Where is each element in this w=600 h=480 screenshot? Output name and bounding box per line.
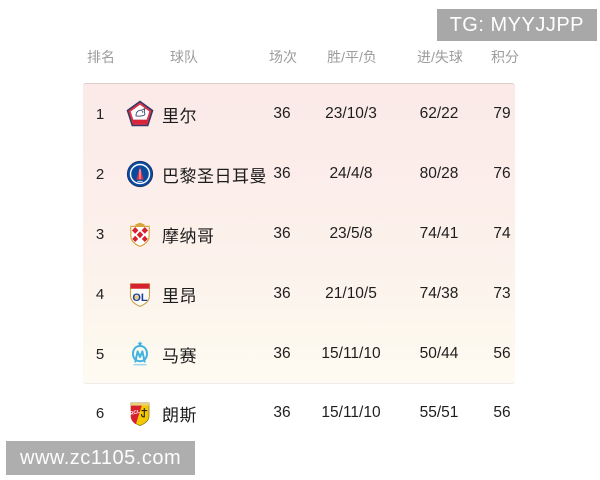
table-row[interactable]: 2 巴黎圣日耳曼 36 24/4/8 80/28 76: [84, 144, 514, 204]
standings-panel: 1 里尔 36 23/10/3 62/22 79 2: [83, 83, 515, 383]
table-row[interactable]: 3 摩纳哥 36 23/5/8 74/41 74: [84, 204, 514, 264]
column-header-goals: 进/失球: [417, 49, 463, 65]
team-cell: RCL 朗斯: [116, 399, 250, 427]
team-cell: 摩纳哥: [116, 220, 250, 248]
played-value: 36: [273, 345, 291, 362]
column-header-wdl: 胜/平/负: [327, 49, 377, 65]
team-cell: OL 里昂: [116, 280, 250, 308]
team-name: 摩纳哥: [162, 226, 215, 246]
rank-value: 1: [95, 105, 105, 123]
lille-crest-icon: [126, 100, 154, 127]
column-header-points: 积分: [491, 49, 519, 65]
lens-crest-icon: RCL: [129, 402, 150, 427]
table-row[interactable]: 5 马赛 36 15/11/10 50/44 56: [84, 324, 514, 384]
column-header-played: 场次: [269, 49, 297, 65]
wdl-value: 23/10/3: [325, 105, 377, 122]
team-name: 巴黎圣日耳曼: [162, 166, 267, 186]
marseille-crest-icon: [131, 341, 149, 366]
team-name: 朗斯: [162, 405, 197, 425]
played-value: 36: [273, 285, 291, 302]
monaco-crest-icon: [130, 222, 150, 248]
lyon-crest-icon: OL: [129, 283, 151, 307]
rank-value: 4: [95, 285, 105, 303]
wdl-value: 24/4/8: [329, 165, 373, 182]
team-name: 里昂: [162, 286, 197, 306]
wdl-value: 15/11/10: [321, 404, 381, 421]
psg-crest-icon: [126, 160, 154, 188]
site-watermark-banner: www.zc1105.com: [6, 441, 196, 475]
team-name: 马赛: [162, 346, 197, 366]
tg-watermark-banner: TG: MYYJJPP: [436, 9, 597, 41]
rank-value: 3: [95, 225, 105, 243]
goals-value: 50/44: [419, 345, 459, 362]
goals-value: 74/38: [419, 285, 459, 302]
team-name: 里尔: [162, 106, 197, 126]
goals-value: 80/28: [419, 165, 459, 182]
goals-value: 55/51: [419, 404, 459, 421]
table-row[interactable]: 1 里尔 36 23/10/3 62/22 79: [84, 84, 514, 144]
wdl-value: 23/5/8: [329, 225, 373, 242]
table-header-row: 排名 球队 场次 胜/平/负 进/失球 积分: [85, 45, 519, 69]
points-value: 74: [493, 225, 511, 242]
points-value: 76: [493, 165, 511, 182]
team-cell: 巴黎圣日耳曼: [116, 160, 267, 188]
rank-value: 5: [95, 345, 105, 363]
goals-value: 62/22: [419, 105, 459, 122]
wdl-value: 21/10/5: [325, 285, 377, 302]
column-header-rank: 排名: [87, 49, 115, 65]
played-value: 36: [273, 225, 291, 242]
rank-value: 2: [95, 165, 105, 183]
wdl-value: 15/11/10: [321, 345, 381, 362]
svg-text:RCL: RCL: [129, 409, 140, 417]
played-value: 36: [273, 165, 291, 182]
goals-value: 74/41: [419, 225, 459, 242]
team-cell: 马赛: [116, 340, 250, 368]
rank-value: 6: [95, 404, 105, 422]
points-value: 79: [493, 105, 511, 122]
column-header-team: 球队: [170, 49, 198, 65]
points-value: 73: [493, 285, 511, 302]
table-row[interactable]: 4 OL 里昂 36 21/10/5 74/38 73: [84, 264, 514, 324]
played-value: 36: [273, 404, 291, 421]
points-value: 56: [493, 404, 511, 421]
points-value: 56: [493, 345, 511, 362]
team-cell: 里尔: [116, 100, 250, 128]
standings-row6-area: 6 RCL 朗斯 36 15/11/10 55/51 56: [83, 384, 515, 442]
table-row[interactable]: 6 RCL 朗斯 36 15/11/10 55/51 56: [84, 384, 514, 442]
played-value: 36: [273, 105, 291, 122]
svg-text:OL: OL: [132, 292, 148, 304]
